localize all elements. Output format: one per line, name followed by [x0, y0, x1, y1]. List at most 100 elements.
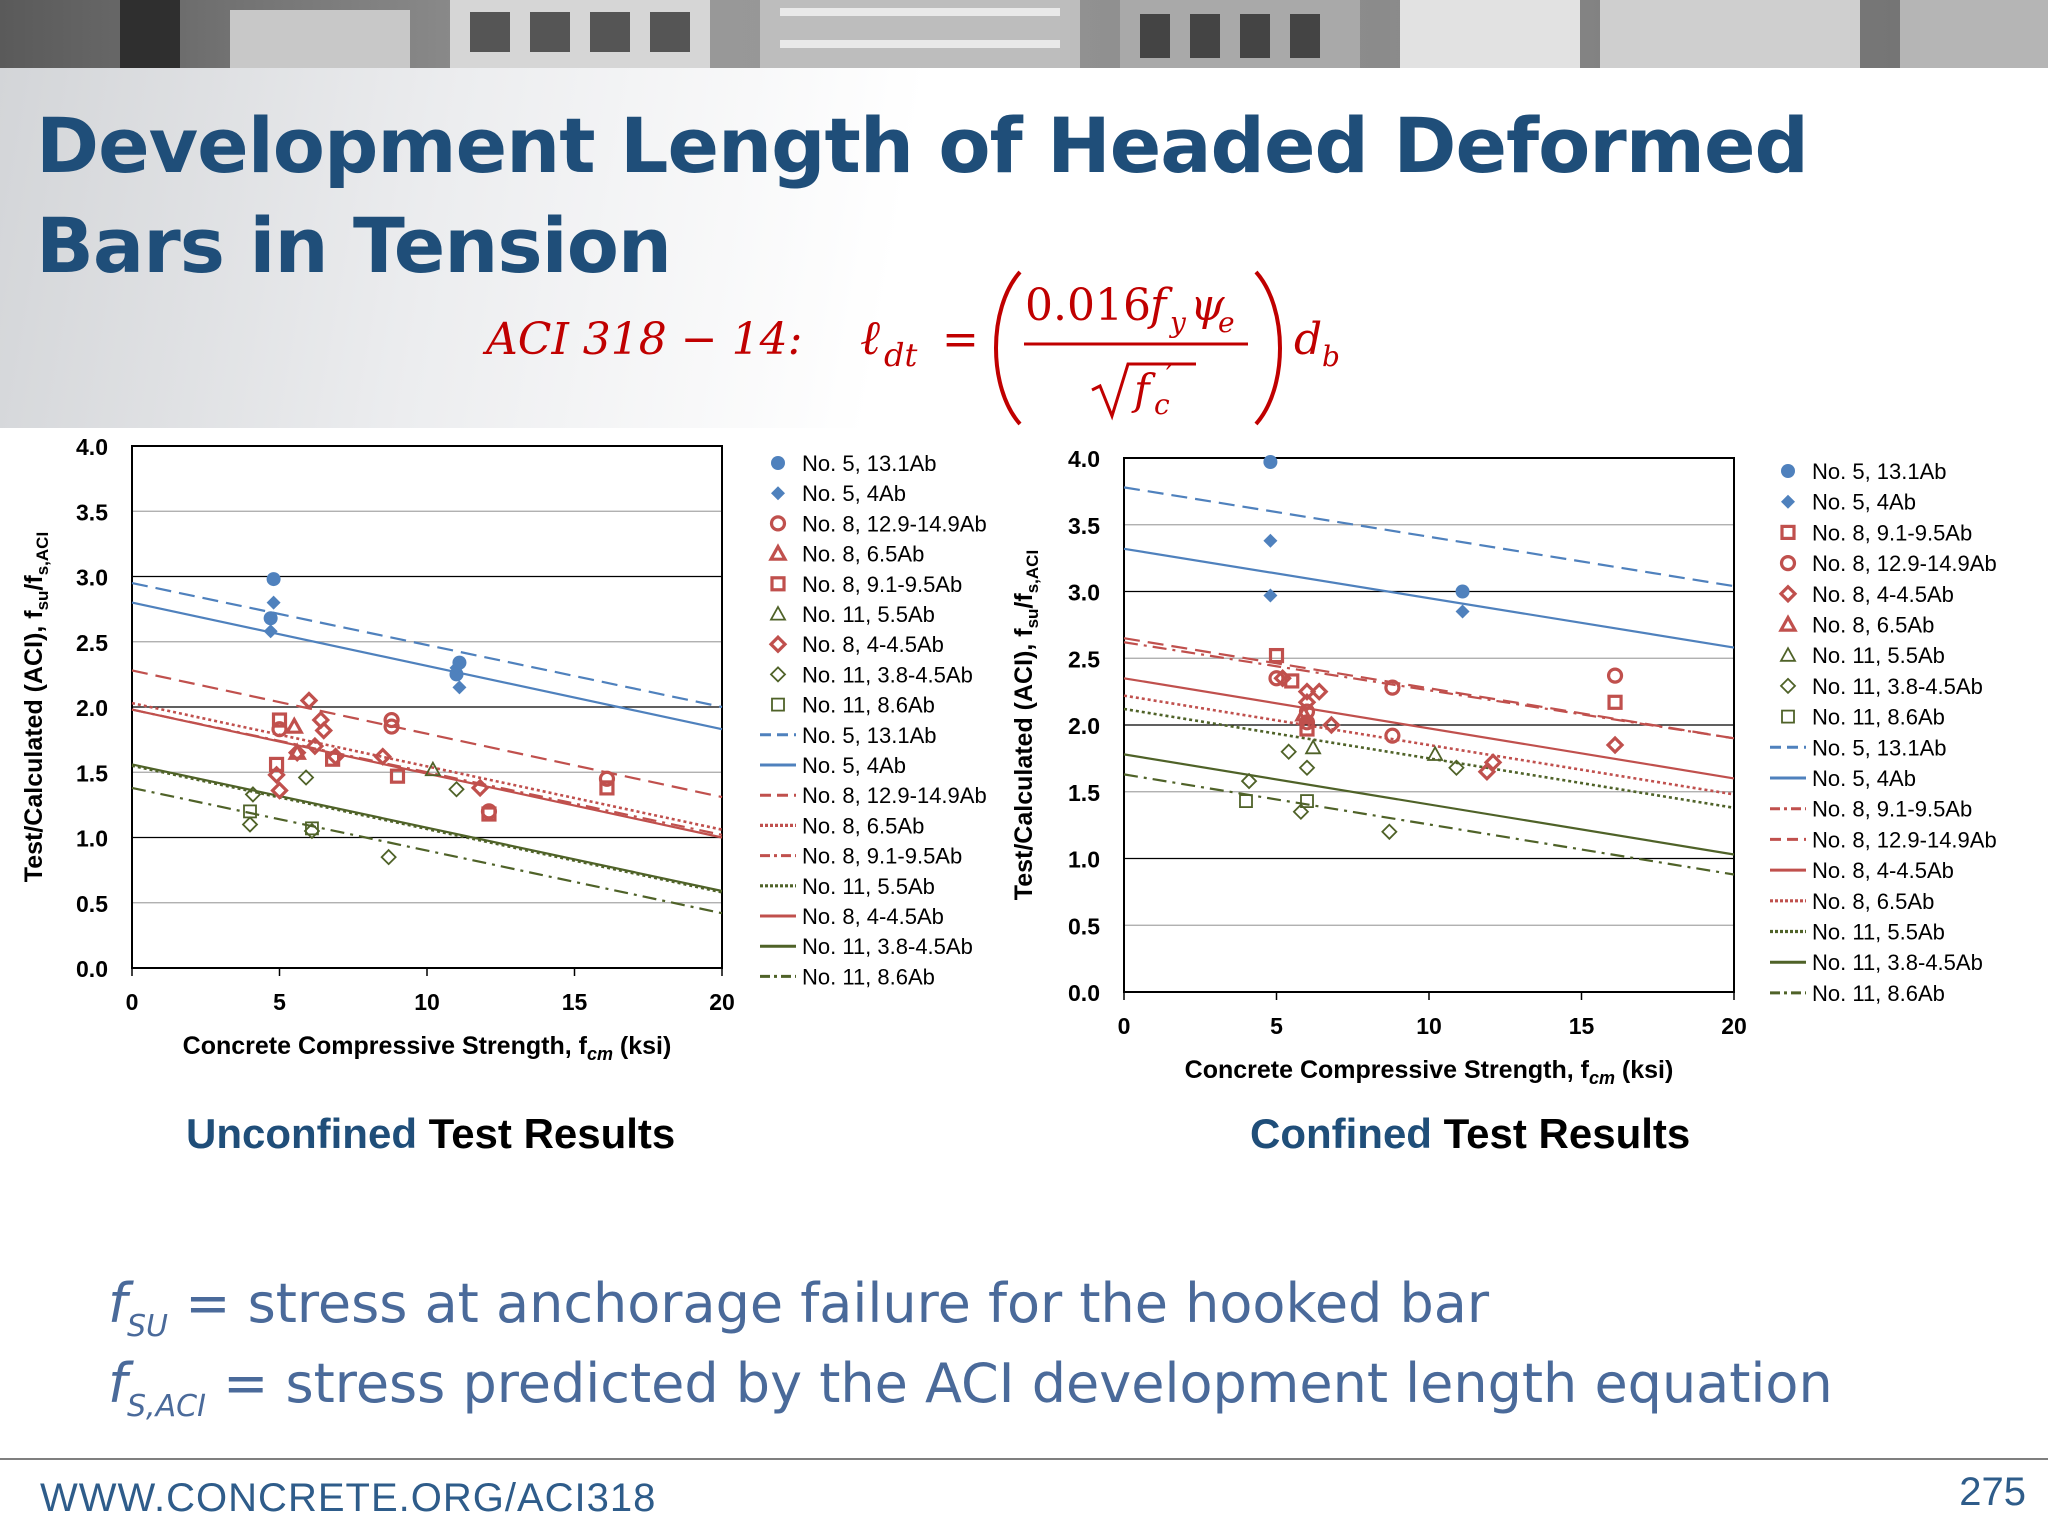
confined-legend-entry-no-8-4-4-5ab: No. 8, 4-4.5Ab	[1770, 858, 1954, 883]
confined-ytick-label: 2.0	[1068, 713, 1100, 739]
unconfined-ytick-label: 4.0	[76, 434, 108, 460]
equation-lhs-sub: dt	[884, 336, 917, 374]
unconfined-point-no-8-9-1-9-5ab	[599, 780, 615, 796]
unconfined-point-no-8-12-9-14-9ab	[598, 770, 616, 787]
confined-legend-label: No. 8, 4-4.5Ab	[1812, 582, 1954, 607]
unconfined-ytick-label: 2.5	[76, 630, 108, 656]
unconfined-point-no-11-3-8-4-5ab	[297, 769, 315, 786]
confined-point-no-5-4ab	[1263, 588, 1278, 603]
confined-legend-label: No. 8, 12.9-14.9Ab	[1812, 827, 1997, 852]
confined-legend-label: No. 5, 4Ab	[1812, 490, 1916, 515]
unconfined-point-no-5-13-1ab	[266, 572, 281, 587]
confined-trendline-no-5-4ab-solid	[1123, 547, 1735, 649]
confined-trendline-no-11-8-6ab-dashdot	[1123, 773, 1735, 876]
unconfined-trendline-no-8-12-9-14-9ab-dashed	[131, 669, 723, 799]
confined-legend-entry-no-11-5-5ab: No. 11, 5.5Ab	[1779, 643, 1945, 668]
definition-fsu: fSU = stress at anchorage failure for th…	[108, 1272, 1489, 1344]
unconfined-point-no-5-4ab	[452, 680, 467, 695]
confined-trendline-no-8-6-5ab-dotted	[1123, 694, 1735, 796]
equation-denominator-f: f	[1131, 365, 1156, 414]
unconfined-xtick-label: 0	[126, 989, 139, 1015]
equation-right-paren	[1254, 270, 1282, 426]
confined-xtick-label: 5	[1270, 1013, 1283, 1039]
unconfined-point-no-8-9-1-9-5ab	[268, 756, 285, 773]
unconfined-legend-entry-no-11-8-6ab: No. 11, 8.6Ab	[771, 693, 935, 718]
unconfined-ytick-label: 1.5	[76, 760, 108, 786]
unconfined-series-no-8-4-4-5ab-diamond-open	[267, 691, 490, 800]
confined-series-no-11-5-5ab-triangle-open-thin	[1304, 738, 1444, 761]
unconfined-legend-entry-no-8-12-9-14-9ab: No. 8, 12.9-14.9Ab	[769, 511, 987, 536]
unconfined-point-no-11-3-8-4-5ab	[448, 780, 465, 798]
confined-legend-entry-no-11-8-6ab: No. 11, 8.6Ab	[1770, 981, 1945, 1006]
unconfined-point-no-8-9-1-9-5ab	[271, 712, 288, 728]
confined-point-no-11-3-8-4-5ab	[1240, 772, 1258, 790]
unconfined-point-no-11-3-8-4-5ab	[241, 816, 259, 833]
unconfined-legend-entry-no-11-3-8-4-5ab: No. 11, 3.8-4.5Ab	[760, 934, 973, 959]
unconfined-legend-entry-no-5-13-1ab: No. 5, 13.1Ab	[760, 723, 937, 748]
confined-ytick-label: 1.0	[1068, 847, 1100, 873]
confined-xtick-label: 0	[1118, 1013, 1131, 1039]
confined-legend-marker	[1781, 494, 1795, 509]
definition-fsaci-sub: S,ACI	[127, 1389, 206, 1424]
unconfined-ytick-label: 0.0	[76, 956, 108, 982]
unconfined-x-axis-title: Concrete Compressive Strength, fcm (ksi)	[183, 1032, 672, 1064]
equation-equals: =	[942, 314, 979, 365]
unconfined-legend-label: No. 8, 12.9-14.9Ab	[802, 783, 987, 808]
confined-legend-label: No. 11, 3.8-4.5Ab	[1812, 950, 1983, 975]
unconfined-legend-entry-no-11-5-5ab: No. 11, 5.5Ab	[760, 874, 935, 899]
unconfined-legend-marker	[771, 697, 785, 712]
page-number: 275	[1959, 1470, 2026, 1514]
confined-point-no-5-13-1ab	[1455, 584, 1470, 599]
confined-legend-marker	[1778, 614, 1798, 632]
equation-lhs: ℓ	[860, 310, 880, 366]
unconfined-legend-label: No. 8, 6.5Ab	[802, 813, 924, 838]
caption-unconfined-rest: Test Results	[416, 1110, 676, 1157]
confined-legend-marker	[1779, 677, 1797, 695]
unconfined-legend-label: No. 8, 4-4.5Ab	[802, 904, 944, 929]
unconfined-series-no-11-8-6ab-square-open-thin	[243, 804, 319, 836]
unconfined-legend-label: No. 8, 9.1-9.5Ab	[802, 572, 962, 597]
equation-numerator-psi-sub: e	[1218, 306, 1235, 339]
confined-point-no-11-8-6ab	[1239, 794, 1253, 808]
unconfined-legend-label: No. 11, 3.8-4.5Ab	[802, 662, 973, 687]
unconfined-xtick-label: 5	[273, 989, 286, 1015]
confined-legend-entry-no-8-12-9-14-9ab: No. 8, 12.9-14.9Ab	[1779, 551, 1997, 576]
unconfined-xtick-label: 20	[709, 989, 735, 1015]
unconfined-legend-marker	[768, 543, 788, 561]
confined-point-no-8-12-9-14-9ab	[1606, 667, 1624, 684]
unconfined-point-no-8-4-4-5ab	[373, 747, 393, 766]
footer-url-link[interactable]: WWW.CONCRETE.ORG/ACI318	[40, 1476, 657, 1520]
confined-legend-entry-no-11-8-6ab: No. 11, 8.6Ab	[1781, 705, 1945, 730]
unconfined-legend-label: No. 8, 6.5Ab	[802, 542, 924, 567]
confined-series-no-8-4-4-5ab-diamond-open	[1273, 669, 1625, 781]
unconfined-legend-entry-no-8-6-5ab: No. 8, 6.5Ab	[760, 813, 924, 838]
confined-point-no-11-5-5ab	[1426, 745, 1444, 761]
chart-confined: 0.0 0.5 1.0 1.5 2.0 2.5 3.0 3.5 4.0 0 5 10 15 20 Concr…	[1010, 446, 1997, 1088]
unconfined-legend-marker	[769, 605, 787, 621]
unconfined-ytick-label: 3.5	[76, 499, 108, 525]
unconfined-trendline-no-5-4ab-solid	[131, 601, 723, 731]
confined-legend-label: No. 11, 3.8-4.5Ab	[1812, 674, 1983, 699]
confined-point-no-11-3-8-4-5ab	[1280, 743, 1297, 760]
unconfined-ytick-label: 3.0	[76, 565, 108, 591]
equation-denominator-prime: ′	[1166, 359, 1173, 394]
chart-unconfined: 0.0 0.5 1.0 1.5 2.0 2.5 3.0 3.5 4.0 0 5 10 15 20 Concr…	[20, 434, 987, 1064]
confined-point-no-5-13-1ab	[1263, 455, 1278, 470]
confined-legend-marker	[1781, 709, 1795, 724]
unconfined-trendline-no-11-5-5ab-dotted	[131, 764, 723, 894]
unconfined-legend-label: No. 8, 4-4.5Ab	[802, 632, 944, 657]
unconfined-point-no-8-4-4-5ab	[326, 747, 345, 766]
confined-trendline-no-5-13-1ab-dashed	[1123, 486, 1735, 588]
unconfined-series-no-11-3-8-4-5ab-diamond-open-thin	[241, 769, 465, 866]
equation-label: ACI 318 − 14:	[482, 314, 802, 365]
unconfined-legend-entry-no-8-6-5ab: No. 8, 6.5Ab	[768, 542, 924, 567]
unconfined-legend-label: No. 11, 8.6Ab	[802, 693, 935, 718]
confined-xtick-label: 20	[1721, 1013, 1747, 1039]
unconfined-trendline-no-5-13-1ab-dashed	[131, 581, 723, 709]
unconfined-point-no-11-8-6ab	[243, 804, 257, 819]
confined-legend-label: No. 8, 4-4.5Ab	[1812, 858, 1954, 883]
confined-ytick-label: 3.5	[1068, 513, 1100, 539]
confined-legend-label: No. 8, 9.1-9.5Ab	[1812, 520, 1972, 545]
confined-legend-entry-no-8-12-9-14-9ab: No. 8, 12.9-14.9Ab	[1770, 827, 1997, 852]
confined-point-no-8-12-9-14-9ab	[1384, 727, 1401, 744]
